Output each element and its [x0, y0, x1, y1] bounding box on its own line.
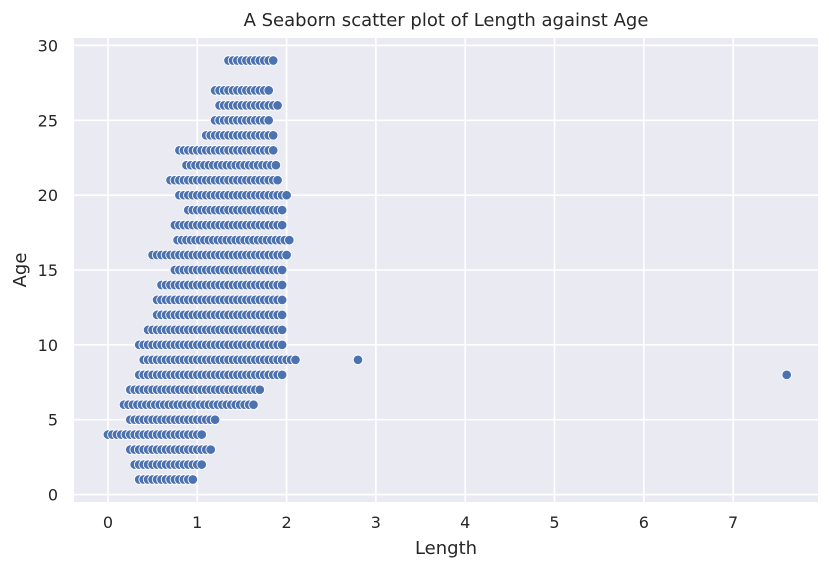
x-tick-label: 0 — [103, 513, 113, 532]
data-point — [290, 354, 301, 366]
data-point — [276, 279, 288, 291]
data-point — [352, 354, 364, 366]
data-point — [276, 339, 288, 351]
y-tick-label: 5 — [48, 411, 58, 430]
y-tick-label: 25 — [38, 111, 58, 130]
y-axis-label: Age — [10, 253, 31, 288]
data-point — [272, 174, 283, 186]
x-tick-label: 3 — [371, 513, 381, 532]
y-tick-label: 15 — [38, 261, 58, 280]
data-point — [272, 100, 283, 111]
y-tick-label: 10 — [38, 336, 58, 355]
data-point — [276, 219, 288, 231]
x-tick-label: 4 — [460, 513, 470, 532]
x-tick-label: 6 — [639, 513, 649, 532]
data-point — [187, 474, 199, 485]
data-point — [276, 294, 288, 306]
data-point — [276, 324, 288, 336]
grid-lines — [74, 38, 818, 502]
data-point — [276, 369, 288, 381]
y-tick-label: 30 — [38, 36, 58, 55]
y-tick-label: 20 — [38, 186, 58, 205]
data-point — [270, 159, 282, 171]
data-point — [267, 145, 279, 156]
x-tick-label: 5 — [549, 513, 559, 532]
x-tick-label: 1 — [192, 513, 202, 532]
data-point — [276, 264, 288, 276]
y-axis-ticks: 0 5 10 15 20 25 30 — [38, 36, 58, 504]
data-point — [263, 115, 274, 126]
scatter-points — [102, 55, 792, 485]
y-tick-label: 0 — [48, 486, 58, 505]
x-tick-label: 7 — [728, 513, 738, 532]
data-point — [781, 369, 792, 381]
data-point — [276, 204, 288, 216]
data-point — [196, 429, 207, 440]
data-point — [205, 444, 216, 455]
data-point — [281, 249, 292, 261]
data-point — [209, 414, 221, 425]
x-axis-label: Length — [415, 538, 477, 559]
data-point — [196, 459, 207, 470]
data-point — [276, 309, 288, 321]
x-axis-ticks: 0 1 2 3 4 5 6 7 — [103, 513, 738, 532]
chart-title: A Seaborn scatter plot of Length against… — [244, 10, 649, 31]
x-tick-label: 2 — [281, 513, 291, 532]
data-point — [254, 384, 266, 395]
data-point — [284, 234, 295, 246]
data-point — [248, 399, 259, 410]
data-point — [263, 85, 274, 96]
data-point — [281, 189, 292, 201]
data-point — [267, 55, 279, 66]
data-point — [267, 130, 279, 141]
